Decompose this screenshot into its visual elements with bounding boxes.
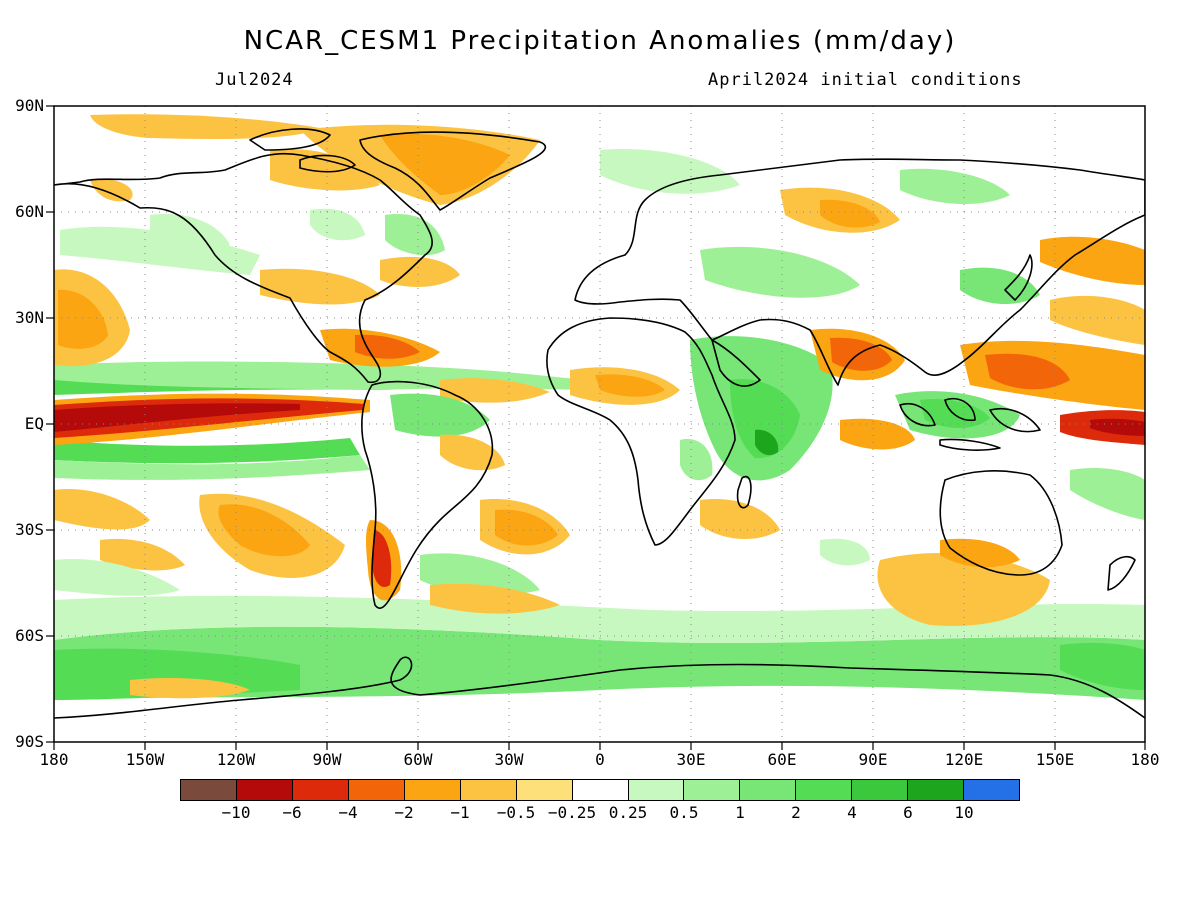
lat-label-eq: EQ bbox=[24, 414, 44, 433]
lon-label-90w: 90W bbox=[312, 750, 342, 769]
colorbar-box bbox=[852, 780, 909, 800]
anomaly-field bbox=[54, 106, 1145, 742]
lat-label-60s: 60S bbox=[15, 626, 44, 645]
map-title: NCAR_CESM1 Precipitation Anomalies (mm/d… bbox=[243, 26, 957, 56]
colorbar-box bbox=[181, 780, 237, 800]
lon-label-180e: 180 bbox=[1130, 750, 1160, 769]
colorbar-label: 6 bbox=[903, 803, 913, 822]
colorbar-label: 4 bbox=[847, 803, 857, 822]
colorbar-label: −10 bbox=[221, 803, 251, 822]
lon-label-30w: 30W bbox=[494, 750, 524, 769]
colorbar-box bbox=[908, 780, 965, 800]
colorbar-box bbox=[684, 780, 741, 800]
colorbar-box bbox=[292, 780, 349, 800]
lon-label-60e: 60E bbox=[767, 750, 797, 769]
colorbar-box bbox=[516, 780, 573, 800]
lat-label-60n: 60N bbox=[15, 202, 44, 221]
colorbar-box bbox=[236, 780, 293, 800]
colorbar-label: 2 bbox=[791, 803, 801, 822]
colorbar-box bbox=[740, 780, 797, 800]
lon-label-90e: 90E bbox=[858, 750, 888, 769]
colorbar-box bbox=[628, 780, 685, 800]
axis-ticks bbox=[46, 105, 1146, 750]
colorbar-label: −0.5 bbox=[496, 803, 536, 822]
lat-label-90n: 90N bbox=[15, 96, 44, 115]
lon-label-180w: 180 bbox=[39, 750, 69, 769]
initial-conditions-label: April2024 initial conditions bbox=[708, 70, 1023, 90]
colorbar-box bbox=[572, 780, 629, 800]
colorbar-label: 10 bbox=[954, 803, 974, 822]
colorbar-label: −0.25 bbox=[547, 803, 597, 822]
colorbar-box bbox=[404, 780, 461, 800]
lon-label-150w: 150W bbox=[125, 750, 165, 769]
colorbar-label: −6 bbox=[282, 803, 302, 822]
equatorial-wet-band bbox=[54, 438, 360, 464]
colorbar-label: 0.5 bbox=[669, 803, 699, 822]
colorbar bbox=[180, 779, 1020, 801]
colorbar-box bbox=[796, 780, 853, 800]
lon-label-120e: 120E bbox=[944, 750, 984, 769]
colorbar-box bbox=[348, 780, 405, 800]
colorbar-label: 0.25 bbox=[608, 803, 648, 822]
lat-label-90s: 90S bbox=[15, 732, 44, 751]
lat-lon-grid bbox=[54, 106, 1145, 742]
coastlines bbox=[54, 128, 1145, 719]
colorbar-label: 1 bbox=[735, 803, 745, 822]
lon-label-30e: 30E bbox=[676, 750, 706, 769]
lon-label-150e: 150E bbox=[1035, 750, 1075, 769]
lon-label-60w: 60W bbox=[403, 750, 433, 769]
lat-label-30n: 30N bbox=[15, 308, 44, 327]
lon-label-0: 0 bbox=[595, 750, 605, 769]
forecast-month: Jul2024 bbox=[215, 70, 294, 90]
colorbar-label: −2 bbox=[394, 803, 414, 822]
lon-label-120w: 120W bbox=[216, 750, 256, 769]
lat-label-30s: 30S bbox=[15, 520, 44, 539]
colorbar-box bbox=[964, 780, 1020, 800]
colorbar-box bbox=[460, 780, 517, 800]
colorbar-label: −1 bbox=[450, 803, 470, 822]
colorbar-label: −4 bbox=[338, 803, 358, 822]
